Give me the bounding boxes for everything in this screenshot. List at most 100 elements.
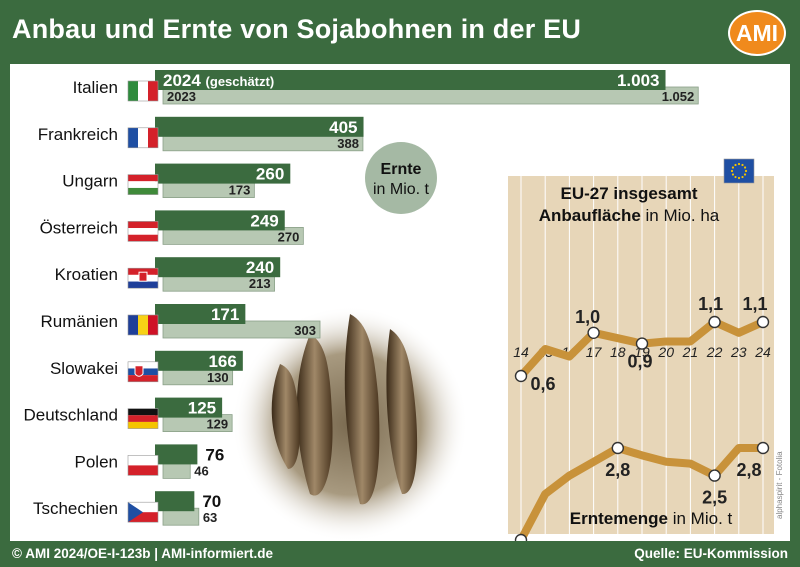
romania-flag-icon	[127, 314, 159, 336]
eu-flag-icon	[723, 158, 755, 184]
ernte-label: Ernte in Mio. t	[365, 142, 437, 214]
country-label: Kroatien	[55, 265, 118, 284]
value-2024: 249	[250, 211, 278, 230]
point-label: 2,8	[736, 460, 761, 480]
poland-flag-icon	[127, 455, 159, 476]
bar-row: Rumänien 171 303	[41, 304, 321, 339]
area-series: 0,6 1,0 0,9 1,1 1,1	[514, 294, 770, 394]
value-2023: 303	[294, 323, 316, 338]
country-label: Polen	[75, 452, 118, 471]
value-2024: 405	[329, 118, 357, 137]
point-label: 2,5	[702, 488, 727, 508]
area-title: Anbaufläche in Mio. ha	[539, 206, 720, 225]
france-flag-icon	[127, 127, 159, 149]
hungary-flag-icon	[127, 174, 159, 195]
data-point	[635, 337, 649, 350]
country-label: Slowakei	[50, 359, 118, 378]
country-label: Österreich	[40, 218, 118, 237]
legend-2023: 2023	[167, 89, 196, 104]
value-2023: 130	[207, 370, 229, 385]
data-point	[756, 315, 770, 329]
ernte-label-line2: in Mio. t	[373, 181, 430, 198]
value-2023: 1.052	[662, 89, 695, 104]
country-label: Tschechien	[33, 499, 118, 518]
austria-flag-icon	[127, 221, 159, 242]
value-2023: 213	[249, 276, 271, 291]
harvest-title: Erntemenge in Mio. t	[570, 509, 733, 528]
data-point	[587, 326, 600, 339]
value-2024: 240	[246, 258, 274, 277]
point-label: 0,9	[627, 352, 652, 372]
germany-flag-icon	[127, 408, 159, 429]
value-2023: 173	[229, 183, 251, 198]
footer-copyright: © AMI 2024/OE-I-123b | AMI-informiert.de	[12, 546, 274, 561]
ernte-label-line1: Ernte	[381, 161, 422, 178]
x-tick-label: 20	[657, 344, 674, 360]
bar-2024	[155, 70, 666, 90]
bar-2024	[155, 210, 285, 231]
value-2024: 125	[188, 399, 216, 418]
value-2024: 171	[211, 305, 239, 324]
ami-logo: AMI	[728, 10, 786, 56]
value-2023: 63	[203, 510, 217, 525]
x-tick-label: 22	[706, 344, 723, 360]
photo-credit: alphaspirit - Fotolia	[775, 451, 784, 519]
point-label: 1,1	[742, 294, 767, 314]
slovakia-flag-icon	[127, 361, 159, 383]
value-2024: 1.003	[617, 71, 660, 90]
country-label: Deutschland	[23, 406, 118, 425]
value-2023: 129	[206, 417, 228, 432]
value-2023: 388	[337, 136, 359, 151]
bar-2024	[155, 257, 281, 278]
czechia-flag-icon	[127, 501, 159, 523]
page-title: Anbau und Ernte von Sojabohnen in der EU	[12, 14, 582, 44]
value-2024: 260	[256, 165, 284, 184]
value-2023: 46	[194, 463, 208, 478]
point-label: 2,8	[605, 460, 630, 480]
value-2024: 76	[205, 445, 224, 464]
bar-2024	[155, 491, 195, 512]
data-point	[514, 533, 528, 541]
x-tick-label: 24	[754, 344, 771, 360]
x-tick-label: 18	[610, 344, 626, 360]
value-2024: 70	[202, 492, 221, 511]
data-point	[514, 369, 528, 383]
country-label: Rumänien	[41, 312, 119, 331]
italy-flag-icon	[127, 80, 159, 102]
x-tick-label: 17	[586, 344, 603, 360]
country-label: Italien	[73, 78, 118, 97]
bar-2024	[155, 116, 364, 137]
soybean-photo	[232, 306, 468, 541]
footer-source: Quelle: EU-Kommission	[634, 546, 788, 561]
point-label: 1,0	[575, 307, 600, 327]
bar-2024	[155, 163, 291, 184]
harvest-series: 1,82,82,52,8	[514, 441, 770, 541]
bar-2024	[155, 304, 246, 324]
country-label: Frankreich	[38, 125, 118, 144]
bar-2024	[155, 444, 198, 465]
inset-title: EU-27 insgesamt	[561, 184, 698, 203]
series-line	[517, 444, 767, 541]
legend-2024: 2024 (geschätzt)	[163, 71, 274, 90]
point-label: 1,1	[698, 294, 723, 314]
x-tick-label: 23	[730, 344, 747, 360]
croatia-flag-icon	[127, 267, 159, 289]
x-tick-label: 14	[513, 344, 529, 360]
data-point	[708, 315, 721, 329]
value-2023: 270	[278, 229, 300, 244]
data-point	[756, 441, 770, 455]
country-label: Ungarn	[62, 172, 118, 191]
bar-row: Ungarn 260 173	[62, 163, 291, 198]
bar-2024	[155, 350, 243, 371]
point-label: 0,6	[530, 374, 555, 394]
data-point	[708, 469, 721, 482]
x-tick-label: 21	[682, 344, 699, 360]
